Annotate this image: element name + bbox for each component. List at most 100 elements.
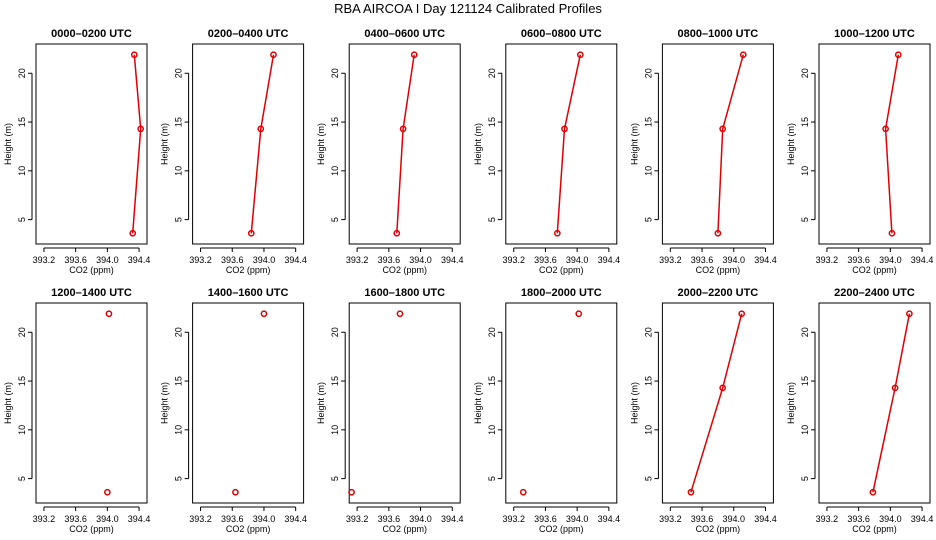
y-tick-label: 20 [174, 327, 184, 337]
x-axis-label: CO2 (ppm) [69, 265, 114, 275]
y-axis-label: Height (m) [160, 123, 170, 165]
y-axis-label: Height (m) [786, 123, 796, 165]
x-tick-label: 393.6 [534, 255, 557, 265]
y-tick-label: 5 [17, 217, 27, 222]
x-axis-label: CO2 (ppm) [382, 265, 427, 275]
x-tick-label: 394.0 [879, 514, 902, 524]
x-tick-label: 394.4 [128, 255, 151, 265]
x-tick-label: 393.6 [534, 514, 557, 524]
data-point [104, 488, 111, 496]
chart-panel: 2000–2200 UTC 393.2 393.6 394.0 394.4 CO2 (pp… [629, 287, 776, 534]
x-tick-label: 394.4 [128, 514, 151, 524]
data-point [894, 51, 902, 59]
data-point [519, 488, 527, 496]
chart-panel: 1400–1600 UTC 393.2 393.6 394.0 394.4 CO2 (pp… [160, 287, 307, 534]
y-axis-label: Height (m) [3, 123, 13, 165]
x-tick-label: 393.2 [502, 255, 525, 265]
x-tick-label: 393.2 [346, 255, 369, 265]
y-tick-label: 20 [330, 327, 340, 337]
chart-panel: 0400–0600 UTC 393.2 393.6 394.0 394.4 CO2 (pp… [316, 28, 463, 275]
x-tick-label: 393.6 [691, 255, 714, 265]
plot-frame [35, 302, 148, 504]
chart-panel: 1000–1200 UTC 393.2 393.6 394.0 394.4 CO2 (pp… [786, 28, 933, 275]
data-point [247, 229, 255, 237]
x-tick-label: 394.0 [253, 514, 276, 524]
y-tick-label: 10 [800, 425, 810, 435]
y-tick-label: 10 [800, 166, 810, 176]
data-point [891, 384, 899, 392]
x-axis-label: CO2 (ppm) [539, 265, 584, 275]
x-tick-label: 393.6 [64, 514, 87, 524]
x-tick-label: 393.6 [691, 514, 714, 524]
data-point [396, 310, 404, 318]
figure-title: RBA AIRCOA I Day 121124 Calibrated Profi… [334, 1, 602, 16]
y-tick-label: 5 [800, 476, 810, 481]
x-tick-label: 393.6 [378, 255, 401, 265]
plot-frame [192, 302, 305, 504]
panel-title: 0000–0200 UTC [51, 28, 132, 40]
data-point [257, 125, 265, 133]
plot-frame [35, 43, 148, 245]
x-tick-label: 394.0 [566, 514, 589, 524]
chart-panel: 2200–2400 UTC 393.2 393.6 394.0 394.4 CO2 (pp… [786, 287, 933, 534]
x-tick-label: 394.4 [284, 255, 307, 265]
y-tick-label: 15 [330, 376, 340, 386]
y-tick-label: 10 [643, 166, 653, 176]
y-tick-label: 5 [487, 476, 497, 481]
data-point [260, 310, 268, 318]
x-tick-label: 393.6 [221, 255, 244, 265]
chart-panel: 1600–1800 UTC 393.2 393.6 394.0 394.4 CO2 (pp… [316, 287, 463, 534]
data-point [687, 488, 695, 496]
plot-frame [661, 43, 774, 245]
plot-frame [348, 302, 461, 504]
x-axis-label: CO2 (ppm) [226, 265, 271, 275]
y-tick-label: 20 [800, 68, 810, 78]
y-tick-label: 20 [17, 327, 27, 337]
y-tick-label: 10 [174, 425, 184, 435]
chart-panel: 0800–1000 UTC 393.2 393.6 394.0 394.4 CO2 (pp… [629, 28, 776, 275]
data-point [739, 51, 747, 59]
x-tick-label: 393.6 [378, 514, 401, 524]
y-tick-label: 10 [643, 425, 653, 435]
x-tick-label: 393.6 [847, 255, 870, 265]
panel-title: 1400–1600 UTC [208, 287, 289, 299]
y-tick-label: 5 [643, 217, 653, 222]
x-tick-label: 394.0 [409, 255, 432, 265]
y-tick-label: 10 [174, 166, 184, 176]
chart-panel: 1800–2000 UTC 393.2 393.6 394.0 394.4 CO2 (pp… [473, 287, 620, 534]
x-axis-label: CO2 (ppm) [696, 524, 741, 534]
data-point [882, 125, 889, 133]
y-tick-label: 10 [487, 166, 497, 176]
data-point [129, 229, 137, 237]
x-tick-label: 394.4 [754, 514, 777, 524]
x-tick-label: 394.0 [96, 514, 119, 524]
data-point [105, 310, 113, 318]
panel-title: 0600–0800 UTC [521, 28, 602, 40]
y-tick-label: 15 [487, 117, 497, 127]
y-axis-label: Height (m) [629, 123, 639, 165]
data-point [719, 125, 727, 133]
panel-title: 1000–1200 UTC [834, 28, 915, 40]
plot-frame [192, 43, 305, 245]
y-tick-label: 5 [330, 217, 340, 222]
chart-panel: 0600–0800 UTC 393.2 393.6 394.0 394.4 CO2 (pp… [473, 28, 620, 275]
y-tick-label: 15 [174, 376, 184, 386]
x-tick-label: 394.0 [566, 255, 589, 265]
x-tick-label: 394.4 [284, 514, 307, 524]
x-tick-label: 394.0 [253, 255, 276, 265]
y-axis-label: Height (m) [160, 382, 170, 424]
panel-title: 2200–2400 UTC [834, 287, 915, 299]
x-tick-label: 394.4 [598, 255, 621, 265]
y-tick-label: 15 [800, 376, 810, 386]
x-tick-label: 394.4 [911, 255, 934, 265]
data-point [575, 310, 583, 318]
x-tick-label: 394.0 [96, 255, 119, 265]
y-tick-label: 20 [330, 68, 340, 78]
x-tick-label: 393.2 [189, 514, 212, 524]
y-tick-label: 15 [330, 117, 340, 127]
plot-frame [505, 43, 618, 245]
x-axis-label: CO2 (ppm) [382, 524, 427, 534]
x-tick-label: 394.0 [722, 255, 745, 265]
panel-title: 1600–1800 UTC [364, 287, 445, 299]
data-point [130, 51, 138, 59]
